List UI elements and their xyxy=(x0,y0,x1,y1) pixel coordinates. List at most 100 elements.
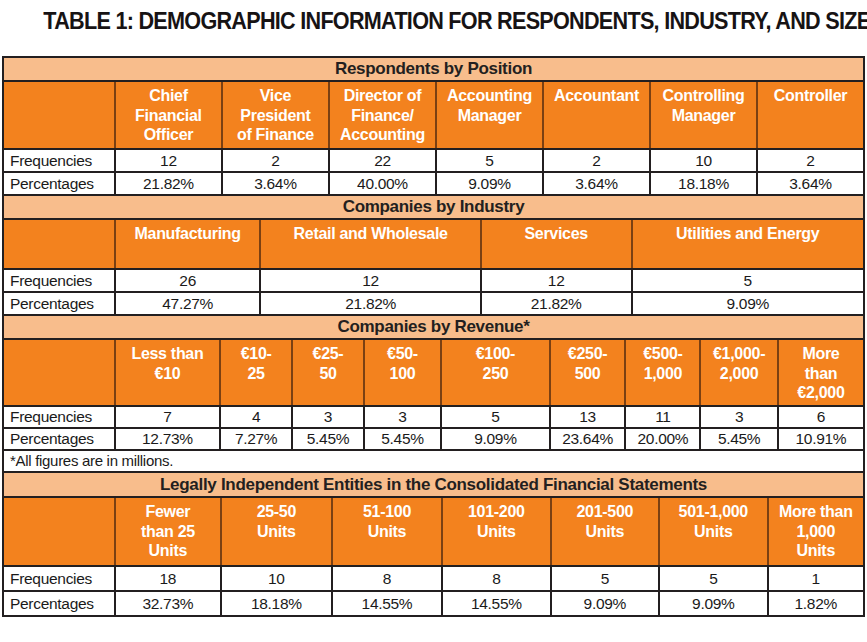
column-header: 501-1,000 Units xyxy=(659,497,767,566)
column-header: 201-500 Units xyxy=(551,497,659,566)
column-header: More than €2,000 xyxy=(778,339,864,406)
row-label: Percentages xyxy=(3,428,115,450)
column-header: Vice President of Finance xyxy=(222,81,329,149)
frequency-cell: 2 xyxy=(543,149,650,172)
percentage-cell: 5.45% xyxy=(364,428,441,450)
frequency-cell: 8 xyxy=(442,566,550,591)
frequency-cell: 12 xyxy=(481,269,632,292)
table-title: TABLE 1: DEMOGRAPHIC INFORMATION FOR RES… xyxy=(43,7,823,35)
percentage-cell: 12.73% xyxy=(115,428,220,450)
percentage-cell: 20.00% xyxy=(625,428,700,450)
row-label: Percentages xyxy=(3,172,115,195)
percentage-cell: 9.09% xyxy=(659,591,767,616)
frequency-cell: 2 xyxy=(757,149,864,172)
column-header: Accounting Manager xyxy=(436,81,543,149)
column-header: Controlling Manager xyxy=(650,81,757,149)
frequency-cell: 7 xyxy=(115,406,220,428)
corner-cell xyxy=(3,219,115,269)
frequency-cell: 12 xyxy=(115,149,222,172)
percentage-cell: 32.73% xyxy=(115,591,221,616)
corner-cell xyxy=(3,81,115,149)
frequency-cell: 8 xyxy=(332,566,442,591)
frequency-cell: 5 xyxy=(436,149,543,172)
column-header: Retail and Wholesale xyxy=(260,219,480,269)
percentage-cell: 18.18% xyxy=(221,591,332,616)
frequency-cell: 3 xyxy=(364,406,441,428)
demographics-table: Respondents by PositionChief Financial O… xyxy=(2,56,865,617)
row-label: Frequencies xyxy=(3,269,115,292)
percentage-cell: 9.09% xyxy=(441,428,549,450)
column-header: €50- 100 xyxy=(364,339,441,406)
frequency-cell: 1 xyxy=(768,566,864,591)
percentage-cell: 7.27% xyxy=(220,428,292,450)
percentage-cell: 3.64% xyxy=(222,172,329,195)
frequency-cell: 12 xyxy=(260,269,480,292)
row-label: Frequencies xyxy=(3,406,115,428)
column-header: €1,000- 2,000 xyxy=(700,339,777,406)
frequency-cell: 5 xyxy=(632,269,865,292)
table-footnote: *All figures are in millions. xyxy=(3,450,864,472)
percentage-cell: 5.45% xyxy=(700,428,777,450)
column-header: Director of Finance/ Accounting xyxy=(329,81,436,149)
column-header: 25-50 Units xyxy=(221,497,332,566)
frequency-cell: 26 xyxy=(115,269,261,292)
frequency-cell: 2 xyxy=(222,149,329,172)
corner-cell xyxy=(3,339,115,406)
frequency-cell: 5 xyxy=(659,566,767,591)
row-label: Frequencies xyxy=(3,149,115,172)
section-header: Respondents by Position xyxy=(3,57,864,81)
percentage-cell: 47.27% xyxy=(115,292,261,315)
column-header: €25- 50 xyxy=(292,339,363,406)
page: TABLE 1: DEMOGRAPHIC INFORMATION FOR RES… xyxy=(0,7,867,617)
percentage-cell: 14.55% xyxy=(442,591,550,616)
column-header: Manufacturing xyxy=(115,219,261,269)
frequency-cell: 4 xyxy=(220,406,292,428)
row-label: Percentages xyxy=(3,591,115,616)
frequency-cell: 5 xyxy=(551,566,659,591)
percentage-cell: 3.64% xyxy=(757,172,864,195)
percentage-cell: 40.00% xyxy=(329,172,436,195)
column-header: Less than €10 xyxy=(115,339,220,406)
column-header: Chief Financial Officer xyxy=(115,81,222,149)
percentage-cell: 23.64% xyxy=(550,428,626,450)
column-header: Controller xyxy=(757,81,864,149)
corner-cell xyxy=(3,497,115,566)
section-header: Companies by Industry xyxy=(3,195,864,219)
percentage-cell: 10.91% xyxy=(778,428,864,450)
percentage-cell: 5.45% xyxy=(292,428,363,450)
frequency-cell: 3 xyxy=(700,406,777,428)
section-header: Companies by Revenue* xyxy=(3,315,864,339)
percentage-cell: 9.09% xyxy=(551,591,659,616)
column-header: €500- 1,000 xyxy=(625,339,700,406)
frequency-cell: 11 xyxy=(625,406,700,428)
row-label: Percentages xyxy=(3,292,115,315)
frequency-cell: 10 xyxy=(221,566,332,591)
percentage-cell: 9.09% xyxy=(632,292,865,315)
percentage-cell: 3.64% xyxy=(543,172,650,195)
percentage-cell: 21.82% xyxy=(115,172,222,195)
column-header: €10- 25 xyxy=(220,339,292,406)
frequency-cell: 10 xyxy=(650,149,757,172)
column-header: 101-200 Units xyxy=(442,497,550,566)
column-header: Accountant xyxy=(543,81,650,149)
column-header: €250- 500 xyxy=(550,339,626,406)
row-label: Frequencies xyxy=(3,566,115,591)
column-header: 51-100 Units xyxy=(332,497,442,566)
frequency-cell: 5 xyxy=(441,406,549,428)
section-header: Legally Independent Entities in the Cons… xyxy=(3,472,864,497)
percentage-cell: 21.82% xyxy=(260,292,480,315)
column-header: Fewer than 25 Units xyxy=(115,497,221,566)
column-header: Services xyxy=(481,219,632,269)
percentage-cell: 9.09% xyxy=(436,172,543,195)
column-header: €100- 250 xyxy=(441,339,549,406)
column-header: More than 1,000 Units xyxy=(768,497,864,566)
column-header: Utilities and Energy xyxy=(632,219,865,269)
frequency-cell: 13 xyxy=(550,406,626,428)
frequency-cell: 3 xyxy=(292,406,363,428)
frequency-cell: 6 xyxy=(778,406,864,428)
percentage-cell: 18.18% xyxy=(650,172,757,195)
percentage-cell: 14.55% xyxy=(332,591,442,616)
frequency-cell: 22 xyxy=(329,149,436,172)
frequency-cell: 18 xyxy=(115,566,221,591)
percentage-cell: 21.82% xyxy=(481,292,632,315)
